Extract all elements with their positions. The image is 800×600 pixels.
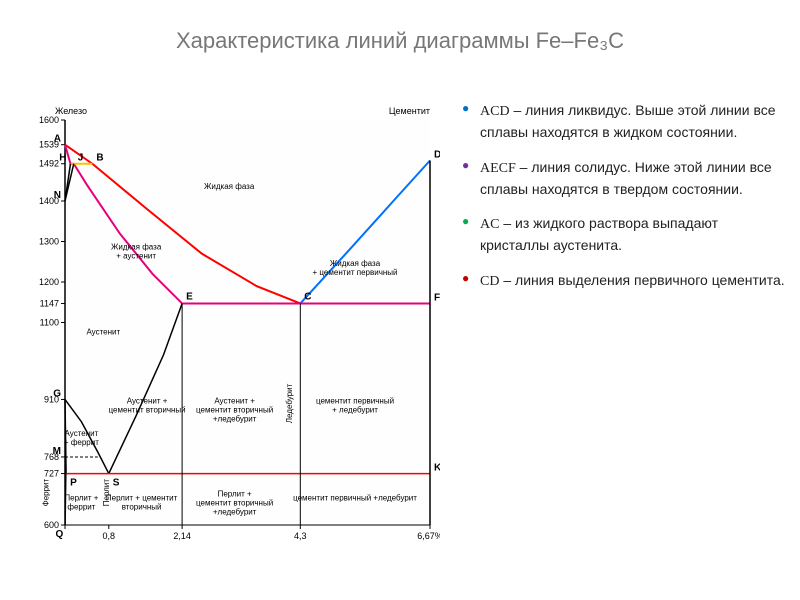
svg-text:вторичный: вторичный bbox=[122, 503, 162, 512]
svg-text:+ цементит первичный: + цементит первичный bbox=[313, 268, 398, 277]
svg-text:Аустенит: Аустенит bbox=[65, 429, 99, 438]
bullet-text: – линия ликвидус. Выше этой линии все сп… bbox=[480, 102, 776, 140]
svg-text:1600: 1600 bbox=[39, 115, 59, 125]
svg-text:+ ледебурит: + ледебурит bbox=[332, 406, 378, 415]
svg-text:H: H bbox=[59, 153, 66, 164]
svg-text:Ледебурит: Ледебурит bbox=[285, 383, 294, 423]
svg-text:2,14: 2,14 bbox=[173, 531, 191, 541]
bullet-text: – из жидкого раствора выпадают кристаллы… bbox=[480, 215, 718, 253]
svg-text:0,8: 0,8 bbox=[103, 531, 116, 541]
svg-text:S: S bbox=[113, 478, 120, 489]
svg-text:K: K bbox=[434, 463, 440, 474]
svg-text:M: M bbox=[53, 446, 61, 457]
svg-text:P: P bbox=[70, 478, 77, 489]
svg-text:Перлит: Перлит bbox=[102, 479, 111, 507]
svg-text:Железо: Железо bbox=[55, 106, 87, 116]
svg-text:+ледебурит: +ледебурит bbox=[213, 415, 257, 424]
svg-text:+ аустенит: + аустенит bbox=[116, 252, 156, 261]
svg-text:Q: Q bbox=[56, 529, 64, 540]
svg-text:феррит: феррит bbox=[67, 503, 95, 512]
bullet-item: AC – из жидкого раствора выпадают криста… bbox=[460, 213, 790, 256]
svg-text:+ феррит: + феррит bbox=[64, 438, 99, 447]
svg-text:цементит вторичный: цементит вторичный bbox=[109, 406, 186, 415]
svg-text:1300: 1300 bbox=[39, 237, 59, 247]
bullet-text: – линия выделения первичного цементита. bbox=[499, 272, 784, 288]
bullet-item: AECF – линия солидус. Ниже этой линии вс… bbox=[460, 157, 790, 200]
svg-text:J: J bbox=[78, 153, 84, 164]
svg-text:цементит вторичный: цементит вторичный bbox=[196, 406, 273, 415]
chart-svg: 6007277689101100114712001300140014921539… bbox=[10, 100, 440, 550]
svg-text:727: 727 bbox=[44, 469, 59, 479]
svg-text:1100: 1100 bbox=[40, 318, 59, 328]
svg-text:Жидкая фаза: Жидкая фаза bbox=[204, 182, 255, 191]
svg-text:1492: 1492 bbox=[39, 159, 59, 169]
svg-text:Аустенит +: Аустенит + bbox=[214, 397, 255, 406]
svg-text:F: F bbox=[434, 292, 440, 303]
svg-text:цементит вторичный: цементит вторичный bbox=[196, 499, 273, 508]
svg-text:6,67%: 6,67% bbox=[417, 531, 440, 541]
svg-text:1147: 1147 bbox=[40, 298, 59, 308]
svg-text:Феррит: Феррит bbox=[42, 478, 51, 506]
bullet-code: AECF bbox=[480, 161, 516, 176]
bullet-code: AC bbox=[480, 217, 499, 232]
bullet-code: ACD bbox=[480, 104, 510, 119]
svg-text:Перлит +: Перлит + bbox=[64, 494, 98, 503]
bullet-item: CD – линия выделения первичного цементит… bbox=[460, 270, 790, 292]
svg-text:E: E bbox=[186, 291, 193, 302]
svg-text:G: G bbox=[53, 388, 61, 399]
slide-title: Характеристика линий диаграммы Fe–Fe₃C bbox=[0, 28, 800, 54]
svg-text:Жидкая фаза: Жидкая фаза bbox=[111, 243, 162, 252]
svg-text:Аустенит: Аустенит bbox=[86, 328, 120, 337]
svg-text:Аустенит +: Аустенит + bbox=[127, 397, 168, 406]
phase-diagram: 6007277689101100114712001300140014921539… bbox=[10, 100, 440, 550]
bullet-code: CD bbox=[480, 274, 499, 289]
svg-text:Жидкая фаза: Жидкая фаза bbox=[330, 259, 381, 268]
svg-text:Перлит +: Перлит + bbox=[218, 490, 252, 499]
svg-text:C: C bbox=[304, 291, 311, 302]
svg-text:+ледебурит: +ледебурит bbox=[213, 508, 257, 517]
content-area: 6007277689101100114712001300140014921539… bbox=[10, 80, 790, 590]
svg-text:4,3: 4,3 bbox=[294, 531, 307, 541]
svg-text:цементит первичный +ледебурит: цементит первичный +ледебурит bbox=[293, 494, 417, 503]
svg-text:N: N bbox=[54, 190, 61, 201]
bullet-list: ACD – линия ликвидус. Выше этой линии вс… bbox=[460, 100, 790, 306]
svg-text:1200: 1200 bbox=[39, 277, 59, 287]
svg-text:цементит первичный: цементит первичный bbox=[316, 397, 394, 406]
svg-text:Цементит: Цементит bbox=[389, 106, 430, 116]
svg-text:Перлит + цементит: Перлит + цементит bbox=[106, 494, 178, 503]
svg-text:A: A bbox=[54, 134, 61, 145]
bullet-text: – линия солидус. Ниже этой линии все спл… bbox=[480, 159, 772, 197]
svg-text:B: B bbox=[96, 153, 103, 164]
svg-text:D: D bbox=[434, 150, 440, 161]
bullet-item: ACD – линия ликвидус. Выше этой линии вс… bbox=[460, 100, 790, 143]
